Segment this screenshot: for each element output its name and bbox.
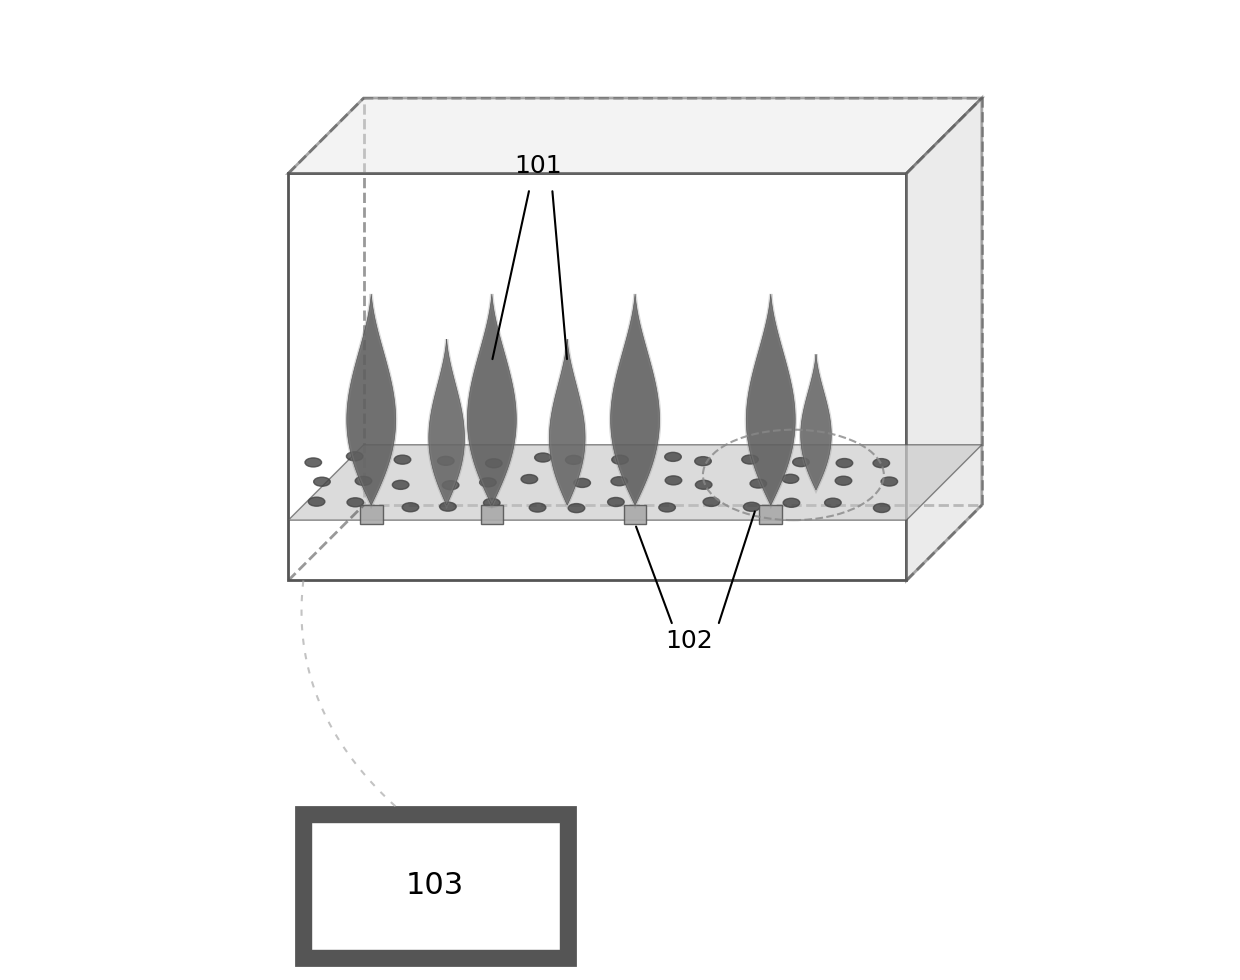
Ellipse shape — [309, 497, 325, 507]
Ellipse shape — [355, 476, 372, 485]
Ellipse shape — [611, 455, 629, 465]
Ellipse shape — [392, 480, 409, 489]
Ellipse shape — [443, 480, 459, 490]
Ellipse shape — [611, 476, 627, 486]
Polygon shape — [289, 445, 982, 520]
Ellipse shape — [347, 498, 363, 507]
Ellipse shape — [314, 477, 330, 486]
Ellipse shape — [529, 503, 546, 513]
Text: 103: 103 — [407, 871, 465, 901]
Polygon shape — [746, 294, 795, 505]
Polygon shape — [549, 339, 585, 505]
Text: 101: 101 — [515, 155, 562, 178]
Ellipse shape — [744, 503, 760, 512]
Polygon shape — [801, 355, 831, 490]
Ellipse shape — [565, 456, 582, 465]
Polygon shape — [467, 294, 516, 505]
Ellipse shape — [696, 480, 712, 489]
Polygon shape — [467, 294, 516, 505]
Bar — [481, 505, 503, 524]
Ellipse shape — [534, 453, 552, 462]
Ellipse shape — [438, 457, 454, 465]
Ellipse shape — [484, 499, 500, 508]
Ellipse shape — [825, 498, 841, 508]
Ellipse shape — [346, 452, 363, 461]
Ellipse shape — [574, 478, 590, 487]
Ellipse shape — [750, 479, 766, 488]
Ellipse shape — [782, 474, 799, 483]
Bar — [624, 505, 646, 524]
Polygon shape — [610, 294, 660, 505]
Ellipse shape — [608, 498, 624, 507]
Ellipse shape — [882, 477, 898, 486]
Ellipse shape — [521, 474, 538, 483]
Ellipse shape — [305, 458, 321, 466]
Ellipse shape — [394, 455, 410, 465]
FancyBboxPatch shape — [296, 807, 575, 965]
Ellipse shape — [792, 458, 810, 466]
Ellipse shape — [480, 478, 496, 487]
Ellipse shape — [440, 502, 456, 512]
Ellipse shape — [784, 498, 800, 508]
Ellipse shape — [665, 453, 681, 462]
Ellipse shape — [703, 498, 719, 507]
Bar — [759, 505, 782, 524]
Ellipse shape — [402, 503, 419, 512]
Ellipse shape — [658, 503, 676, 512]
Text: 102: 102 — [665, 629, 713, 654]
Ellipse shape — [873, 504, 890, 513]
Polygon shape — [347, 294, 396, 505]
Polygon shape — [347, 294, 396, 505]
Bar — [360, 505, 382, 524]
Polygon shape — [289, 98, 982, 173]
Ellipse shape — [568, 504, 585, 513]
Polygon shape — [801, 355, 831, 490]
Polygon shape — [429, 339, 465, 505]
Ellipse shape — [836, 459, 853, 467]
Ellipse shape — [486, 459, 502, 467]
Polygon shape — [429, 339, 465, 505]
Ellipse shape — [873, 459, 889, 467]
Polygon shape — [610, 294, 660, 505]
Ellipse shape — [742, 455, 759, 465]
Polygon shape — [746, 294, 795, 505]
Ellipse shape — [694, 457, 712, 465]
Polygon shape — [549, 339, 585, 505]
FancyBboxPatch shape — [311, 821, 559, 950]
Ellipse shape — [836, 476, 852, 485]
Polygon shape — [906, 98, 982, 580]
Ellipse shape — [665, 476, 682, 485]
